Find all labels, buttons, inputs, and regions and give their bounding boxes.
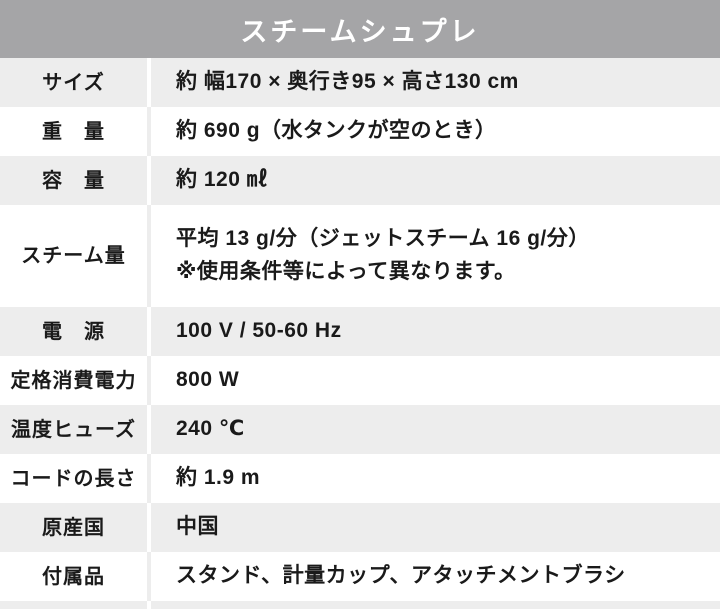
spec-row-thermal-fuse: 温度ヒューズ 240 ℃	[0, 405, 720, 454]
spec-value-text: 800 W	[176, 368, 240, 392]
spec-value-text: 約 120 ㎖	[176, 168, 269, 192]
column-divider	[147, 58, 151, 107]
spec-value-text: 240 ℃	[176, 417, 245, 441]
spec-label: 容 量	[42, 169, 105, 192]
spec-row-rated-power: 定格消費電力 800 W	[0, 356, 720, 405]
spec-value-text: 約 1.9 m	[176, 466, 261, 490]
spec-value-note: ※使用条件等によって異なります。	[176, 260, 516, 283]
spec-value-text: スタンド、計量カップ、アタッチメントブラシ	[176, 564, 626, 588]
column-divider	[147, 156, 151, 205]
spec-label: 定格消費電力	[10, 369, 137, 392]
spec-row-capacity: 容 量 約 120 ㎖	[0, 156, 720, 205]
column-divider	[147, 503, 151, 552]
spec-table-header: スチームシュプレ	[0, 0, 720, 58]
spec-value: 中国	[151, 503, 720, 552]
column-divider	[147, 405, 151, 454]
column-divider	[147, 454, 151, 503]
spec-row-size: サイズ 約 幅170 × 奥行き95 × 高さ130 cm	[0, 58, 720, 107]
spec-row-cord-length: コードの長さ 約 1.9 m	[0, 454, 720, 503]
column-divider	[147, 205, 151, 307]
spec-value-text: 約 690 g（水タンクが空のとき）	[176, 119, 497, 143]
spec-row-power-source: 電 源 100 V / 50-60 Hz	[0, 307, 720, 356]
spec-label: コードの長さ	[10, 467, 137, 490]
spec-row-country-of-origin: 原産国 中国	[0, 503, 720, 552]
bottom-strip-divider	[147, 601, 151, 609]
spec-value: 平均 13 g/分（ジェットスチーム 16 g/分） ※使用条件等によって異なり…	[151, 205, 720, 307]
column-divider	[147, 307, 151, 356]
spec-value: 800 W	[151, 356, 720, 405]
spec-label: 温度ヒューズ	[11, 418, 136, 441]
spec-value-text: 100 V / 50-60 Hz	[176, 319, 342, 343]
spec-value: 約 幅170 × 奥行き95 × 高さ130 cm	[151, 58, 720, 107]
column-divider	[147, 552, 151, 601]
bottom-strip-value-segment	[151, 601, 720, 609]
spec-label: 原産国	[42, 516, 105, 539]
spec-row-weight: 重 量 約 690 g（水タンクが空のとき）	[0, 107, 720, 156]
spec-value-text: 約 幅170 × 奥行き95 × 高さ130 cm	[176, 70, 519, 94]
spec-label: 付属品	[42, 565, 105, 588]
table-bottom-strip	[0, 601, 720, 609]
column-divider	[147, 356, 151, 405]
spec-label: スチーム量	[21, 245, 126, 267]
spec-row-accessories: 付属品 スタンド、計量カップ、アタッチメントブラシ	[0, 552, 720, 601]
spec-value: 約 690 g（水タンクが空のとき）	[151, 107, 720, 156]
spec-value: スタンド、計量カップ、アタッチメントブラシ	[151, 552, 720, 601]
spec-row-steam-amount: スチーム量 平均 13 g/分（ジェットスチーム 16 g/分） ※使用条件等に…	[0, 205, 720, 307]
spec-value-text: 中国	[176, 515, 219, 539]
spec-value: 240 ℃	[151, 405, 720, 454]
product-title: スチームシュプレ	[240, 16, 480, 47]
spec-value: 約 120 ㎖	[151, 156, 720, 205]
column-divider	[147, 107, 151, 156]
spec-value: 約 1.9 m	[151, 454, 720, 503]
spec-label: 電 源	[42, 320, 105, 343]
spec-value-text: 平均 13 g/分（ジェットスチーム 16 g/分）	[176, 227, 590, 251]
spec-value: 100 V / 50-60 Hz	[151, 307, 720, 356]
spec-label: 重 量	[42, 120, 105, 143]
spec-label: サイズ	[42, 71, 105, 94]
bottom-strip-label-segment	[0, 601, 147, 609]
